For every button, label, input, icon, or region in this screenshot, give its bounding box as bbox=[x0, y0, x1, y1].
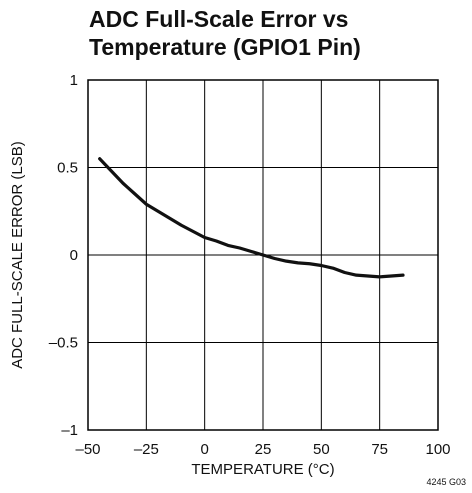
plot-frame bbox=[87, 79, 439, 431]
chart-title-line-1: ADC Full-Scale Error vs bbox=[89, 6, 348, 32]
x-tick-label: –25 bbox=[134, 441, 159, 458]
x-tick-labels: –50 –25 0 25 50 75 100 bbox=[75, 441, 450, 458]
y-tick-label: 1 bbox=[70, 72, 78, 89]
x-tick-label: –50 bbox=[75, 441, 100, 458]
series-group bbox=[98, 157, 405, 279]
x-tick-label: 50 bbox=[313, 441, 330, 458]
y-tick-label: –0.5 bbox=[49, 335, 78, 352]
x-tick-label: 75 bbox=[371, 441, 388, 458]
chart-title-line-2: Temperature (GPIO1 Pin) bbox=[89, 34, 361, 60]
y-tick-label: 0 bbox=[70, 247, 78, 264]
y-tick-labels: –1 –0.5 0 0.5 1 bbox=[49, 72, 78, 439]
x-tick-label: 100 bbox=[425, 441, 450, 458]
x-axis-label: TEMPERATURE (°C) bbox=[191, 461, 334, 478]
y-tick-label: 0.5 bbox=[57, 160, 78, 177]
series-line-0 bbox=[98, 157, 405, 279]
x-tick-label: 0 bbox=[200, 441, 208, 458]
figure-code: 4245 G03 bbox=[426, 477, 466, 487]
x-tick-label: 25 bbox=[255, 441, 272, 458]
y-axis-label: ADC FULL-SCALE ERROR (LSB) bbox=[9, 141, 26, 369]
y-tick-label: –1 bbox=[61, 422, 78, 439]
